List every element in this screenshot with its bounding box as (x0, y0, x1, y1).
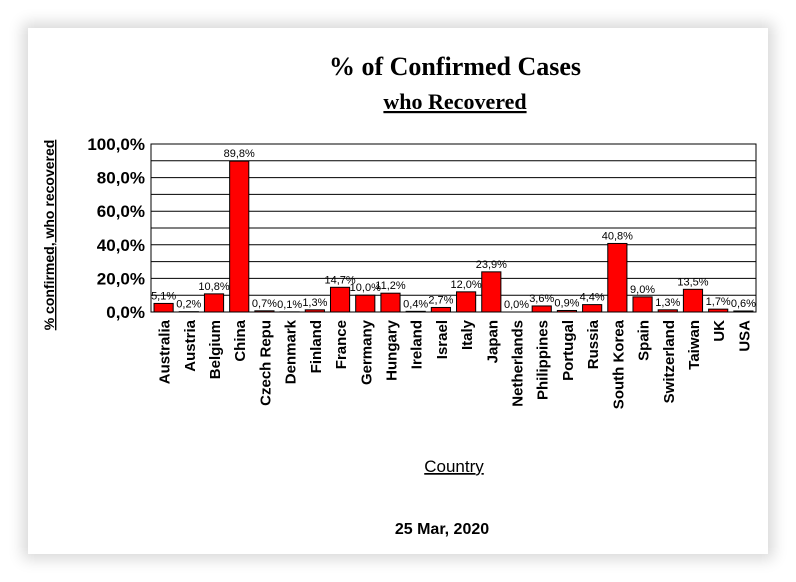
bar (355, 294, 376, 313)
x-tick-label: Austria (182, 319, 199, 371)
x-tick-label: Portugal (560, 320, 577, 381)
data-label: 13,5% (677, 276, 708, 288)
x-tick-label: China (232, 319, 249, 361)
x-tick-label: France (333, 320, 350, 369)
bar (229, 160, 250, 313)
y-axis-ticks: 0,0% 20,0% 40,0% 60,0% 80,0% 100,0% (87, 135, 145, 322)
y-tick-label: 40,0% (97, 236, 145, 255)
data-label: 2,7% (428, 294, 453, 306)
plot-frame (150, 143, 757, 313)
data-label: 23,9% (476, 259, 507, 271)
bar (481, 271, 502, 313)
bar (632, 296, 653, 313)
data-label: 3,6% (529, 293, 554, 305)
bar (380, 292, 401, 313)
x-tick-label: Ireland (409, 320, 426, 369)
x-tick-label: USA (736, 320, 753, 352)
x-tick-label: Hungary (383, 319, 400, 381)
data-label: 0,1% (277, 299, 302, 311)
data-label: 0,7% (252, 298, 277, 310)
x-tick-label: Finland (308, 320, 325, 373)
y-tick-label: 0,0% (106, 303, 145, 322)
x-tick-label: Taiwan (686, 320, 703, 370)
bar (531, 305, 552, 313)
data-label: 9,0% (630, 284, 655, 296)
x-tick-label: Denmark (283, 319, 300, 384)
chart-title: % of Confirmed Cases (329, 52, 581, 81)
y-axis-label: % confirmed, who recovered (41, 140, 57, 331)
x-tick-label: Philippines (535, 320, 552, 400)
data-label: 40,8% (602, 230, 633, 242)
data-label: 14,7% (324, 274, 355, 286)
bar (153, 302, 174, 313)
data-label: 1,3% (302, 297, 327, 309)
x-tick-label: Australia (157, 319, 174, 384)
y-tick-label: 20,0% (97, 269, 145, 288)
data-label: 10,8% (198, 281, 229, 293)
y-tick-label: 100,0% (87, 135, 145, 154)
bar (203, 293, 225, 313)
chart: % of Confirmed Cases who Recovered % con… (41, 52, 757, 538)
bar (456, 291, 477, 313)
chart-subtitle: who Recovered (383, 89, 526, 114)
bar (682, 288, 704, 313)
data-label: 11,2% (375, 280, 406, 292)
y-tick-label: 80,0% (97, 169, 145, 188)
x-tick-label: Japan (484, 320, 501, 363)
data-label: 0,0% (504, 299, 529, 311)
x-tick-label: Belgium (207, 320, 224, 379)
gridlines (151, 160, 756, 296)
bar (582, 304, 603, 313)
data-label: 0,2% (176, 299, 201, 311)
data-label: 5,1% (151, 290, 176, 302)
x-tick-label: Israel (434, 320, 451, 359)
x-tick-label: Switzerland (661, 320, 678, 403)
bars (153, 160, 754, 313)
data-label: 1,7% (706, 296, 731, 308)
chart-date: 25 Mar, 2020 (395, 521, 489, 538)
bar (430, 306, 451, 313)
data-labels: 5,1%0,2%10,8%89,8%0,7% 0,1% 1,3%14,7%10,0%… (151, 148, 756, 311)
data-label: 12,0% (451, 279, 482, 291)
x-tick-label: Russia (585, 319, 602, 369)
x-axis-ticks: Australia Austria Belgium China Czech Repu De… (157, 319, 754, 409)
x-tick-label: South Korea (610, 319, 627, 409)
chart-card: % of Confirmed Cases who Recovered % con… (28, 28, 768, 554)
x-axis-label: Country (424, 457, 484, 476)
data-label: 0,4% (403, 298, 428, 310)
data-label: 10,0% (350, 282, 381, 294)
x-tick-label: Czech Repu (257, 320, 274, 406)
x-tick-label: Spain (636, 320, 653, 361)
bar (607, 242, 628, 313)
data-label: 0,9% (554, 297, 579, 309)
bar (329, 286, 351, 313)
data-label: 4,4% (580, 292, 605, 304)
data-label: 89,8% (224, 148, 255, 160)
x-tick-label: UK (711, 320, 728, 342)
x-tick-label: Italy (459, 319, 476, 350)
y-tick-label: 60,0% (97, 202, 145, 221)
x-tick-label: Germany (358, 319, 375, 385)
x-tick-label: Netherlands (510, 320, 527, 407)
data-label: 1,3% (655, 297, 680, 309)
data-label: 0,6% (731, 298, 756, 310)
